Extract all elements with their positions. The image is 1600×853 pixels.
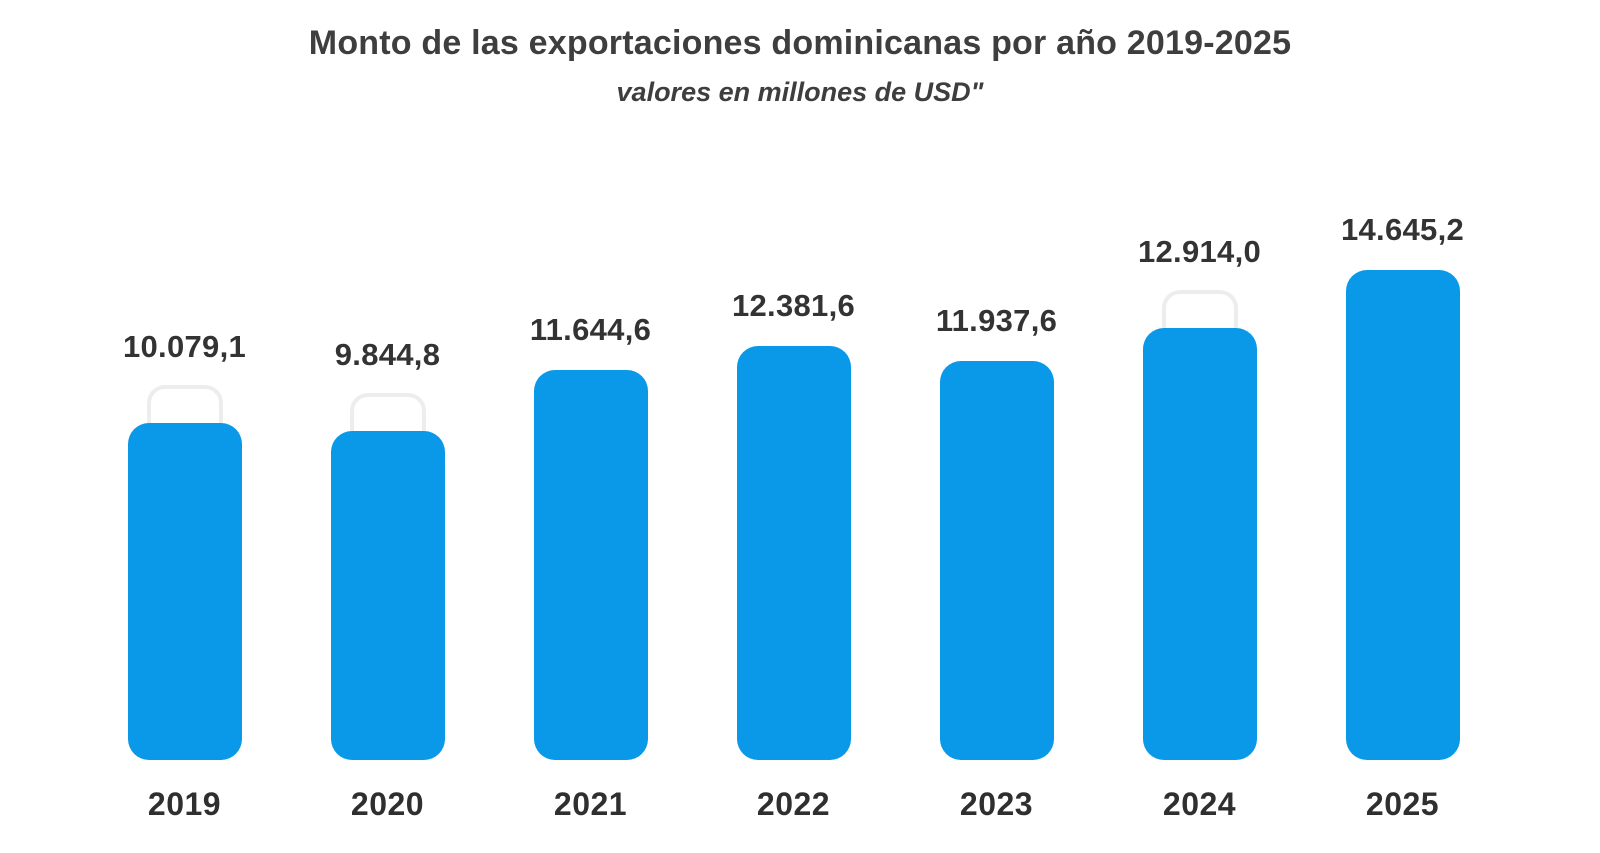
x-axis-label: 2020 [350, 786, 425, 822]
bar-2022 [736, 346, 851, 760]
bar-value-label: 14.645,2 [1340, 212, 1465, 247]
bar-value-label: 9.844,8 [334, 337, 441, 372]
bar-area [939, 361, 1054, 760]
bar-area [1345, 270, 1460, 760]
bar-chart: 10.079,1 2019 9.844,8 2020 11.644,6 2021 12.38… [83, 150, 1504, 853]
bar-value-label: 12.381,6 [731, 288, 856, 323]
bar-value-label: 11.644,6 [529, 312, 652, 347]
x-axis-label: 2024 [1162, 786, 1237, 822]
bar-2019 [127, 423, 242, 760]
bar-area [1142, 290, 1257, 760]
bar-area [330, 393, 445, 760]
x-axis-label: 2023 [959, 786, 1034, 822]
x-axis-label: 2022 [756, 786, 831, 822]
bar-2025 [1345, 270, 1460, 760]
bar-area [127, 385, 242, 760]
bar-value-label: 10.079,1 [122, 329, 247, 364]
bar-column-2025: 14.645,2 2025 [1301, 150, 1504, 853]
bar-column-2019: 10.079,1 2019 [83, 150, 286, 853]
bar-value-label: 12.914,0 [1137, 234, 1262, 269]
bar-area [736, 346, 851, 760]
bar-column-2022: 12.381,6 2022 [692, 150, 895, 853]
chart-title: Monto de las exportaciones dominicanas p… [308, 24, 1292, 62]
bar-2021 [533, 370, 648, 760]
bar-2024 [1142, 328, 1257, 760]
bar-column-2024: 12.914,0 2024 [1098, 150, 1301, 853]
bar-2020 [330, 431, 445, 760]
bar-2023 [939, 361, 1054, 760]
chart-header: Monto de las exportaciones dominicanas p… [0, 24, 1600, 108]
x-axis-label: 2019 [147, 786, 222, 822]
bar-value-label: 11.937,6 [935, 303, 1058, 338]
bar-area [533, 370, 648, 760]
bar-column-2020: 9.844,8 2020 [286, 150, 489, 853]
bar-column-2023: 11.937,6 2023 [895, 150, 1098, 853]
chart-subtitle: valores en millones de USD" [616, 77, 984, 108]
bar-column-2021: 11.644,6 2021 [489, 150, 692, 853]
x-axis-label: 2021 [553, 786, 628, 822]
x-axis-label: 2025 [1365, 786, 1440, 822]
